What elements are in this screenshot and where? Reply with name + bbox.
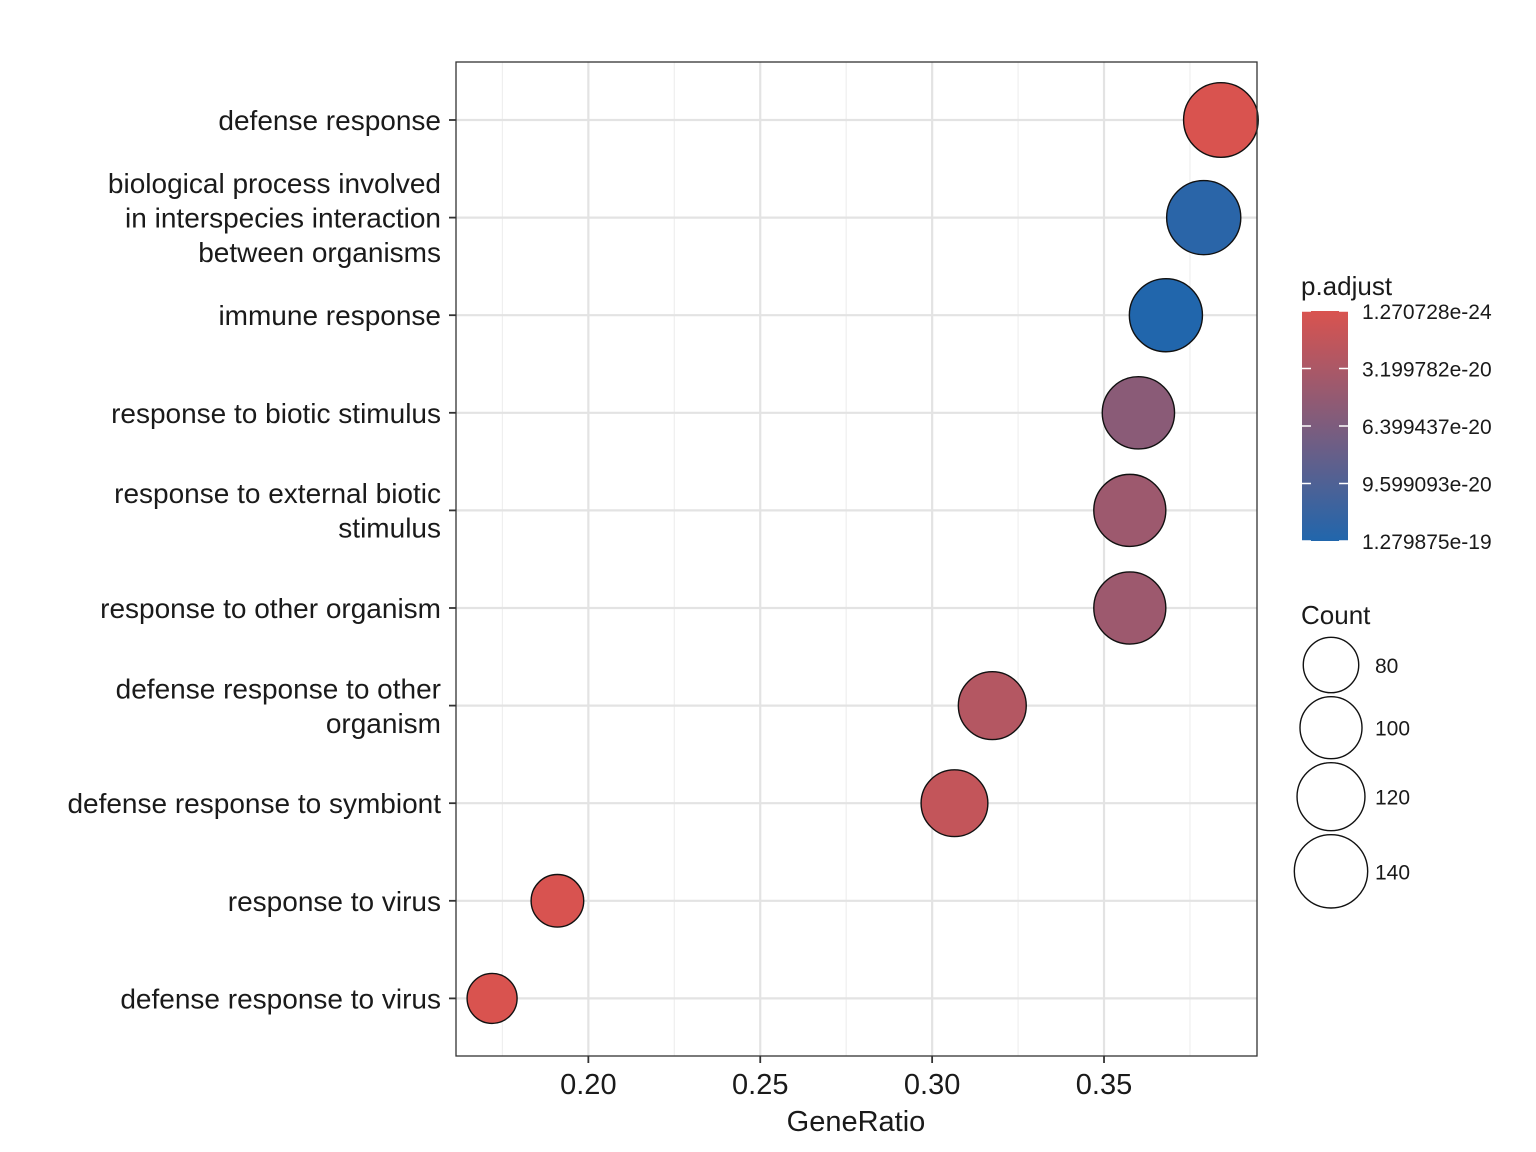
x-tick-label: 0.25 xyxy=(732,1069,788,1101)
y-tick-label: defense response to symbiont xyxy=(67,788,441,819)
size-legend-keys: 80 100 120 140 xyxy=(1293,636,1410,909)
y-tick-label: response to virus xyxy=(228,886,441,917)
y-tick-label: response to other organism xyxy=(100,593,441,624)
color-legend-label: 9.599093e-20 xyxy=(1362,473,1492,496)
y-tick-label: in interspecies interaction xyxy=(125,203,441,234)
size-legend-label: 80 xyxy=(1375,655,1398,678)
color-legend-label: 6.399437e-20 xyxy=(1362,416,1492,439)
x-axis-title: GeneRatio xyxy=(787,1106,926,1138)
y-tick-label: stimulus xyxy=(338,513,441,544)
plot-panel-background xyxy=(456,62,1257,1056)
size-legend-label: 100 xyxy=(1375,718,1410,741)
y-tick-label: biological process involved xyxy=(108,168,441,199)
size-legend-title: Count xyxy=(1301,600,1371,630)
x-axis: 0.20 0.25 0.30 0.35 xyxy=(560,1056,1132,1101)
size-legend-label: 120 xyxy=(1375,787,1410,810)
color-legend-label: 1.279875e-19 xyxy=(1362,531,1492,554)
size-legend: Count 80 100 120 140 xyxy=(1293,600,1410,909)
data-point xyxy=(1101,375,1176,450)
data-point xyxy=(957,670,1027,741)
size-legend-key xyxy=(1299,696,1363,760)
x-tick-label: 0.35 xyxy=(1076,1069,1132,1101)
color-legend-label: 3.199782e-20 xyxy=(1362,359,1492,382)
y-tick-label: defense response to other xyxy=(116,673,441,704)
minor-gridlines xyxy=(501,62,1191,1056)
data-points xyxy=(466,81,1259,1025)
data-point xyxy=(1165,179,1242,256)
data-point xyxy=(530,873,585,928)
data-point xyxy=(1093,571,1167,645)
size-legend-key xyxy=(1293,833,1369,909)
data-point xyxy=(1182,81,1259,159)
data-point xyxy=(1093,473,1167,548)
y-tick-label: defense response xyxy=(218,105,441,136)
data-point xyxy=(920,769,989,838)
data-point xyxy=(466,972,518,1025)
size-legend-key xyxy=(1296,762,1366,832)
color-legend-ticks: 1.270728e-24 3.199782e-20 6.399437e-20 9.59… xyxy=(1302,301,1492,554)
size-legend-label: 140 xyxy=(1375,861,1410,884)
y-tick-label: response to external biotic xyxy=(114,478,441,509)
y-tick-label: organism xyxy=(326,708,441,739)
y-tick-label: immune response xyxy=(218,300,441,331)
color-legend-label: 1.270728e-24 xyxy=(1362,301,1492,324)
size-legend-key xyxy=(1302,636,1360,694)
x-tick-label: 0.20 xyxy=(560,1069,616,1101)
color-legend: p.adjust 1.270728e-24 3.199782e-20 6.39943… xyxy=(1301,271,1492,554)
y-axis: defense response biological process invol… xyxy=(67,105,456,1014)
color-legend-title: p.adjust xyxy=(1301,271,1393,301)
data-point xyxy=(1128,277,1204,353)
x-tick-label: 0.30 xyxy=(904,1069,960,1101)
y-tick-label: defense response to virus xyxy=(120,983,441,1014)
y-tick-label: response to biotic stimulus xyxy=(111,398,441,429)
major-gridlines xyxy=(456,62,1257,1056)
y-tick-label: between organisms xyxy=(198,237,441,268)
plot-panel-border xyxy=(455,61,1258,1057)
